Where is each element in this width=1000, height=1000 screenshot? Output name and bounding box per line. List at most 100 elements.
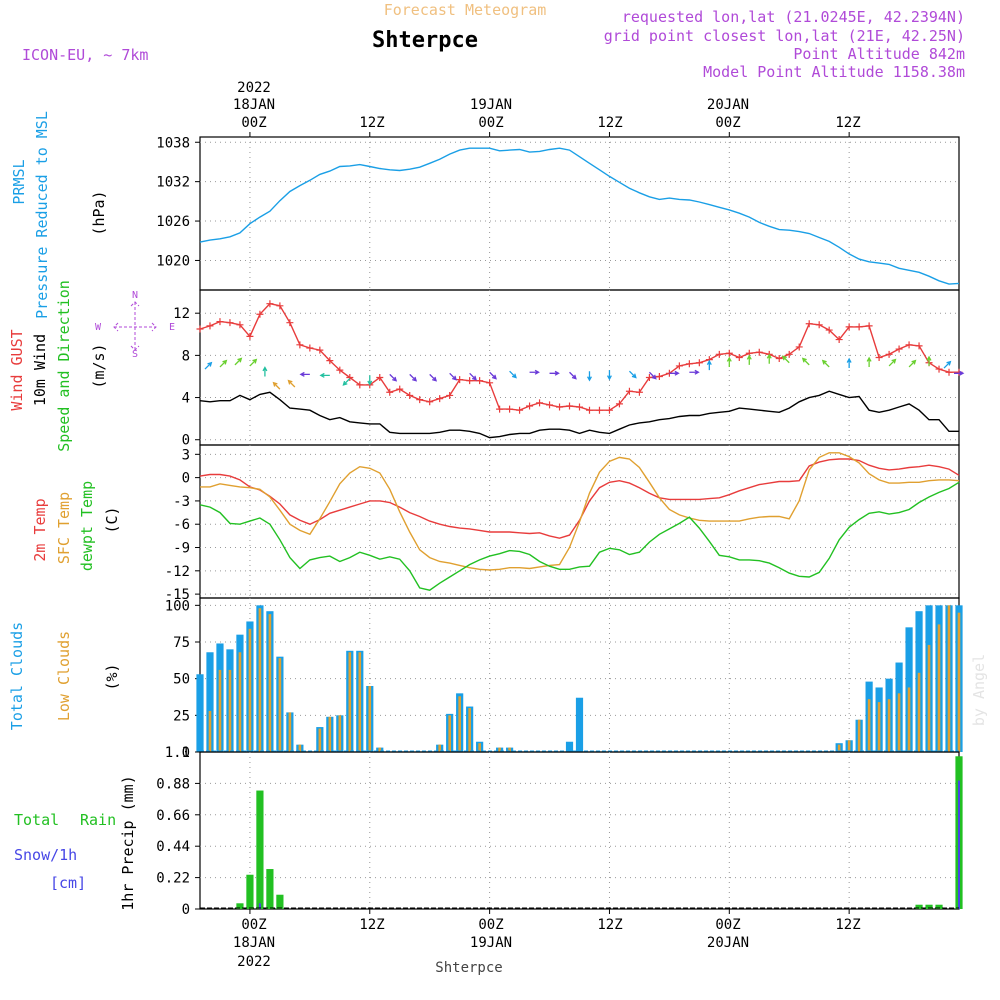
- gust-marker: [865, 322, 873, 330]
- wind-direction-arrow: [766, 353, 772, 364]
- total-cloud-bar: [196, 674, 204, 752]
- rain-bar: [266, 869, 274, 909]
- y-tick-label: 1.1: [165, 745, 190, 761]
- wind-direction-arrow: [908, 359, 917, 368]
- temperature-panel: 3 0 -3 -6 -9 -12 -15: [165, 444, 960, 603]
- gust-marker: [825, 326, 833, 334]
- chart-title: Forecast Meteogram: [384, 1, 547, 19]
- y-tick-label: -3: [173, 494, 190, 510]
- wind-direction-arrow: [429, 373, 438, 382]
- top-hour-label: 12Z: [597, 115, 622, 131]
- gust-marker: [376, 374, 384, 382]
- gust-marker: [256, 310, 264, 318]
- point-altitude: Point Altitude 842m: [793, 45, 965, 63]
- precip-panel: 1.1 0.88 0.66 0.44 0.22 0: [156, 745, 963, 918]
- gust-marker: [226, 319, 234, 327]
- y-tick-label: -9: [173, 541, 190, 557]
- snow-bar: [958, 780, 960, 909]
- bottom-hour-label: 00Z: [241, 917, 266, 933]
- wind-direction-arrow: [926, 355, 932, 366]
- bottom-time-axis: 00Z 18JAN 2022 12Z 00Z 19JAN 12Z 00Z 20J…: [233, 917, 861, 970]
- gust-marker: [675, 362, 683, 370]
- station-name: Shterpce: [372, 28, 478, 53]
- top-day-label: 18JAN: [233, 97, 275, 113]
- wind-direction-arrow: [509, 370, 517, 379]
- gust-marker: [296, 341, 304, 349]
- y-tick-label: 12: [173, 306, 190, 322]
- y-tick-label: 3: [182, 447, 190, 463]
- pressure-labels: PRMSL Pressure Reduced to MSL (hPa): [10, 111, 108, 319]
- y-tick-label: 0.66: [156, 808, 190, 824]
- wind-direction-arrow: [569, 371, 577, 380]
- panel-frame: [199, 136, 960, 291]
- wind-direction-arrow: [821, 359, 830, 368]
- wind-direction-arrow: [272, 381, 281, 390]
- two-m-temp-line: [199, 458, 960, 539]
- top-hour-label: 12Z: [359, 115, 384, 131]
- wind-direction-arrow: [299, 371, 310, 377]
- temp-labels: 2m Temp SFC Temp dewpt Temp (C): [31, 481, 121, 571]
- low-cloud-bar: [917, 672, 921, 752]
- precip-unit-label: 1hr Precip (mm): [119, 775, 137, 910]
- gust-marker: [615, 400, 623, 408]
- sfc-temp-label: SFC Temp: [55, 492, 73, 564]
- y-tick-label: -12: [165, 564, 190, 580]
- y-tick-label: 8: [182, 348, 190, 364]
- bottom-hour-label: 00Z: [715, 917, 740, 933]
- wind-direction-arrow: [219, 359, 228, 368]
- low-cloud-bar: [208, 710, 212, 752]
- model-altitude: Model Point Altitude 1158.38m: [703, 63, 965, 81]
- rain-label: Rain: [80, 811, 116, 829]
- requested-coords: requested lon,lat (21.0245E, 42.2394N): [622, 8, 965, 26]
- wind-gust-line: [199, 302, 959, 411]
- gust-marker: [785, 350, 793, 358]
- gust-marker: [585, 406, 593, 414]
- gust-marker: [276, 302, 284, 310]
- gust-marker: [945, 368, 953, 376]
- bottom-year-label: 2022: [237, 954, 271, 970]
- low-clouds-label: Low Clouds: [55, 631, 73, 721]
- low-cloud-bar: [508, 747, 511, 752]
- gust-marker: [795, 343, 803, 351]
- gust-marker: [476, 377, 484, 385]
- gust-marker: [845, 323, 853, 331]
- compass-east: E: [169, 322, 175, 333]
- low-cloud-bar: [937, 624, 941, 752]
- gust-marker: [396, 385, 404, 393]
- percent-unit-label: (%): [103, 663, 121, 690]
- sfc-temp-line: [200, 452, 960, 571]
- gust-marker: [625, 387, 633, 395]
- gust-marker: [496, 405, 504, 413]
- y-tick-label: 100: [165, 598, 190, 614]
- gust-marker: [336, 366, 344, 374]
- wind-labels: Wind GUST 10m Wind Speed and Direction (…: [8, 280, 175, 452]
- wind-direction-arrow: [943, 360, 952, 369]
- gust-marker: [546, 401, 554, 409]
- gust-marker: [815, 321, 823, 329]
- gust-marker: [635, 388, 643, 396]
- bottom-hour-label: 12Z: [835, 917, 860, 933]
- low-cloud-bar: [837, 744, 841, 752]
- top-day-label: 20JAN: [707, 97, 749, 113]
- low-cloud-bar: [498, 747, 501, 752]
- wind-speed-line: [199, 390, 959, 439]
- gust-marker: [875, 353, 883, 361]
- top-hour-label: 12Z: [835, 115, 860, 131]
- gust-marker: [456, 376, 464, 384]
- bottom-day-label: 19JAN: [470, 935, 512, 951]
- y-tick-label: 4: [182, 391, 190, 407]
- wind-direction-arrow: [409, 373, 418, 382]
- wind-direction-arrow: [888, 358, 897, 367]
- compass-south: S: [132, 349, 138, 360]
- gust-marker: [885, 350, 893, 358]
- gust-marker: [436, 395, 444, 403]
- bottom-hour-label: 12Z: [359, 917, 384, 933]
- gust-marker: [895, 345, 903, 353]
- low-cloud-bar: [258, 608, 262, 752]
- total-cloud-bar: [206, 652, 214, 752]
- wind-direction-arrow: [234, 357, 243, 366]
- bottom-hour-label: 12Z: [597, 917, 622, 933]
- closest-coords: grid point closest lon,lat (21E, 42.25N): [604, 27, 965, 45]
- wind-direction-arrow: [449, 372, 457, 381]
- y-tick-label: 0: [182, 902, 190, 918]
